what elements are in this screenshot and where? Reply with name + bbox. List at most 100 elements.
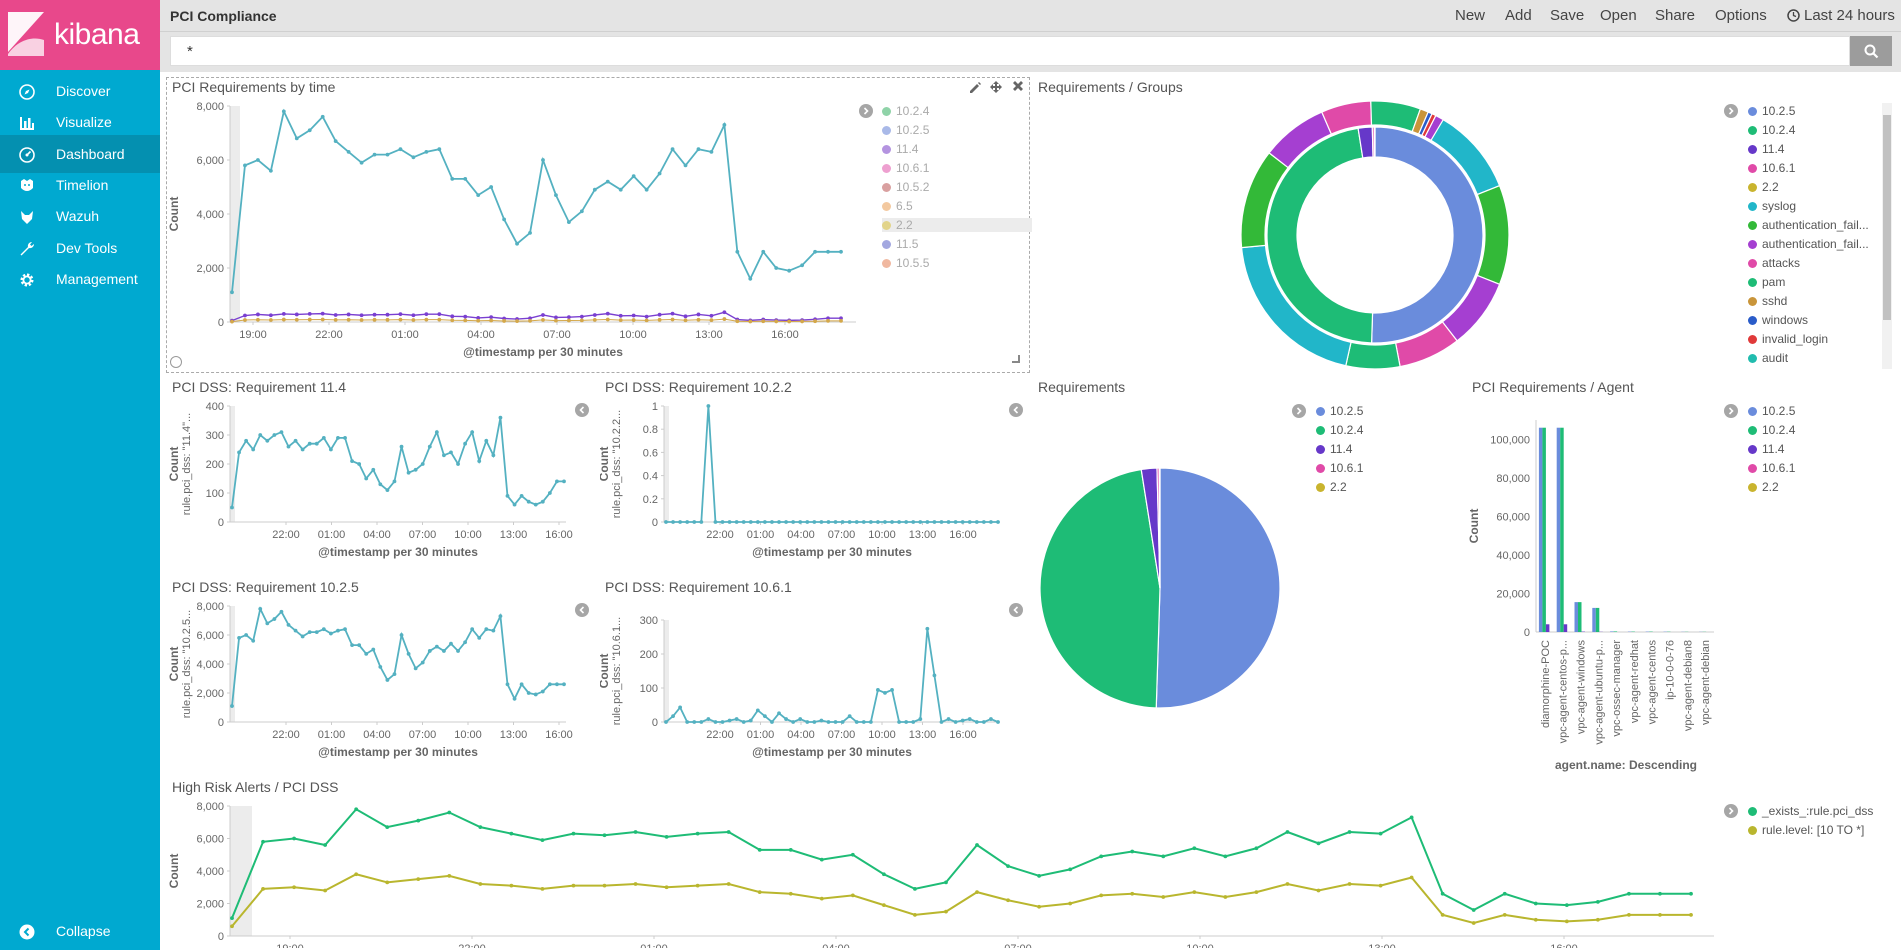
legend-item[interactable]: 10.5.2	[882, 180, 929, 194]
resize-handle[interactable]	[1012, 355, 1020, 363]
legend-item[interactable]: 2.2	[1748, 480, 1779, 494]
legend-toggle[interactable]	[575, 403, 589, 417]
panel-title: High Risk Alerts / PCI DSS	[172, 779, 339, 795]
legend-item[interactable]: 10.2.5	[1748, 404, 1795, 418]
y-axis-title: Count	[1467, 509, 1481, 544]
share-button[interactable]: Share	[1655, 7, 1696, 24]
legend-item[interactable]: pam	[1748, 275, 1785, 289]
series-line	[231, 108, 841, 293]
sidebar-item-visualize[interactable]: Visualize	[0, 103, 160, 141]
sidebar-item-dev-tools[interactable]: Dev Tools	[0, 229, 160, 267]
panel-title: Requirements	[1038, 379, 1126, 395]
legend-item[interactable]: 10.2.5	[882, 123, 929, 137]
edit-icon[interactable]	[970, 82, 981, 93]
legend-item[interactable]: 10.2.4	[1748, 123, 1795, 137]
time-range-shade	[230, 106, 240, 322]
data-point	[1316, 888, 1321, 893]
legend-item[interactable]: 10.6.1	[882, 161, 929, 175]
data-point	[996, 720, 1000, 724]
legend-item[interactable]: authentication_fail...	[1748, 237, 1869, 251]
x-tick-label: 16:00	[545, 529, 573, 541]
legend-label: 11.4	[1762, 142, 1785, 156]
data-point	[944, 909, 948, 914]
legend-item[interactable]: 10.6.1	[1316, 461, 1363, 475]
sidebar-item-management[interactable]: Management	[0, 260, 160, 298]
panel-info-icon[interactable]	[170, 356, 182, 368]
search-input[interactable]: *	[170, 36, 1850, 66]
x-tick-label: 22:00	[315, 329, 343, 341]
data-point	[913, 886, 917, 891]
legend-item[interactable]: invalid_login	[1748, 332, 1828, 346]
legend-item[interactable]: authentication_fail...	[1748, 218, 1869, 232]
legend-item[interactable]: 2.2	[1748, 180, 1779, 194]
legend-item[interactable]: 10.5.5	[882, 256, 929, 270]
legend-item[interactable]: 2.2	[882, 218, 1032, 232]
legend-item[interactable]: 10.6.1	[1748, 461, 1795, 475]
data-point	[378, 665, 383, 669]
y-axis-title: Count	[167, 197, 181, 232]
legend-toggle[interactable]	[1292, 404, 1306, 418]
data-point	[664, 885, 669, 890]
sidebar-item-timelion[interactable]: Timelion	[0, 166, 160, 204]
legend-item[interactable]: 2.2	[1316, 480, 1347, 494]
data-point	[424, 312, 429, 317]
collapse-button[interactable]: Collapse	[0, 912, 160, 950]
data-point	[243, 318, 247, 322]
add-button[interactable]: Add	[1505, 7, 1532, 24]
legend-label: 10.2.4	[896, 104, 930, 118]
move-icon[interactable]	[990, 81, 1002, 93]
legend-scrollbar[interactable]	[1882, 103, 1892, 369]
legend-toggle[interactable]	[575, 603, 589, 617]
data-point	[774, 266, 779, 270]
legend-item[interactable]: _exists_:rule.pci_dss	[1748, 804, 1873, 818]
legend-toggle[interactable]	[1724, 404, 1738, 418]
legend-item[interactable]: sshd	[1748, 294, 1787, 308]
data-point	[261, 886, 265, 891]
data-point	[449, 450, 453, 455]
legend-item[interactable]: rule.level: [10 TO *]	[1748, 823, 1864, 837]
legend-item[interactable]: audit	[1748, 351, 1788, 365]
legend-toggle[interactable]	[1724, 104, 1738, 118]
options-button[interactable]: Options	[1715, 7, 1767, 24]
legend-item[interactable]: 10.2.5	[1748, 104, 1795, 118]
time-picker[interactable]: Last 24 hours	[1787, 7, 1895, 24]
legend-item[interactable]: windows	[1748, 313, 1808, 327]
legend-item[interactable]: 6.5	[882, 199, 913, 213]
kibana-logo[interactable]: kibana	[0, 0, 160, 70]
legend-item[interactable]: 11.4	[882, 142, 918, 156]
legend-item[interactable]: attacks	[1748, 256, 1800, 270]
legend-item[interactable]: 10.2.4	[1748, 423, 1795, 437]
legend-toggle[interactable]	[1724, 804, 1738, 818]
legend-item[interactable]: 10.2.4	[882, 104, 929, 118]
legend-item[interactable]: 10.6.1	[1748, 161, 1795, 175]
legend-item[interactable]: 10.2.4	[1316, 423, 1363, 437]
legend-toggle[interactable]	[1009, 603, 1023, 617]
legend-item[interactable]: 11.4	[1316, 442, 1352, 456]
data-point	[683, 314, 688, 319]
legend-item[interactable]: 11.4	[1748, 442, 1784, 456]
data-point	[812, 520, 817, 524]
close-icon[interactable]	[1013, 81, 1023, 91]
sidebar-item-discover[interactable]: Discover	[0, 72, 160, 110]
new-button[interactable]: New	[1455, 7, 1486, 24]
legend-toggle[interactable]	[859, 104, 873, 118]
legend-toggle[interactable]	[1009, 403, 1023, 417]
data-point	[798, 520, 803, 524]
save-button[interactable]: Save	[1550, 7, 1585, 24]
data-point	[1502, 891, 1507, 896]
legend-item[interactable]: syslog	[1748, 199, 1796, 213]
legend-item[interactable]: 10.2.5	[1316, 404, 1363, 418]
data-point	[913, 912, 917, 917]
open-button[interactable]: Open	[1600, 7, 1637, 24]
pie-slice	[1155, 467, 1281, 709]
sidebar-item-dashboard[interactable]: Dashboard	[0, 135, 160, 173]
legend-item[interactable]: 11.4	[1748, 142, 1784, 156]
search-button[interactable]	[1850, 36, 1892, 66]
data-point	[868, 720, 873, 724]
sidebar-item-wazuh[interactable]: Wazuh	[0, 197, 160, 235]
legend-item[interactable]: 11.5	[882, 237, 918, 251]
data-point	[996, 520, 1000, 524]
x-tick-label: 01:00	[640, 943, 668, 948]
collapse-label: Collapse	[56, 923, 111, 939]
data-point	[727, 520, 732, 524]
